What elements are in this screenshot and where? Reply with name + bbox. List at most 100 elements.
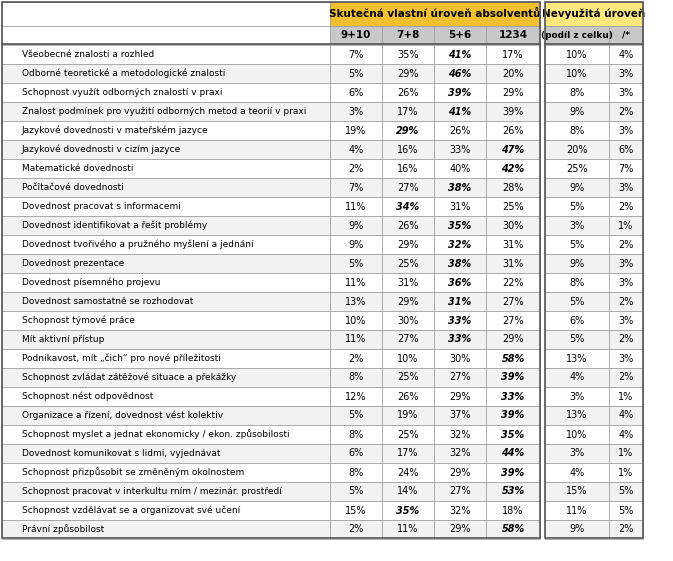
Bar (486, 330, 540, 349)
Text: 58%: 58% (501, 353, 525, 364)
Bar (2, 178, 330, 197)
Text: 26%: 26% (450, 126, 470, 136)
Text: 34%: 34% (396, 201, 420, 211)
Text: 25%: 25% (397, 373, 419, 383)
Text: 26%: 26% (397, 88, 419, 98)
Bar (2, 235, 330, 254)
Text: Znalost podmínek pro využití odborných metod a teorií v praxi: Znalost podmínek pro využití odborných m… (22, 107, 306, 116)
Bar (2, 197, 330, 216)
Text: 27%: 27% (397, 182, 419, 192)
Text: 22%: 22% (502, 278, 524, 287)
Bar (382, 349, 434, 368)
Text: 31%: 31% (502, 259, 524, 269)
Bar (486, 83, 540, 102)
Bar (609, 311, 643, 330)
Bar (540, 83, 545, 102)
Bar (2, 83, 330, 102)
Bar (2, 330, 330, 349)
Text: /*: /* (622, 30, 630, 39)
Bar (540, 520, 545, 539)
Text: 25%: 25% (566, 163, 588, 173)
Text: 30%: 30% (397, 315, 419, 325)
Text: 15%: 15% (566, 486, 588, 496)
Bar (486, 311, 540, 330)
Text: 33%: 33% (501, 392, 525, 402)
Text: 6%: 6% (349, 448, 363, 458)
Bar (545, 102, 609, 121)
Bar (330, 83, 382, 102)
Bar (540, 482, 545, 501)
Bar (545, 64, 609, 83)
Bar (540, 140, 545, 159)
Bar (2, 482, 330, 501)
Text: Právní způsobilost: Právní způsobilost (22, 525, 104, 535)
Text: Matematické dovednosti: Matematické dovednosti (22, 164, 133, 173)
Text: 39%: 39% (501, 411, 525, 421)
Bar (486, 45, 540, 64)
Bar (486, 26, 540, 44)
Text: 29%: 29% (397, 297, 419, 306)
Bar (540, 26, 545, 44)
Text: 39%: 39% (502, 107, 524, 117)
Bar (434, 121, 486, 140)
Bar (330, 159, 382, 178)
Text: 5%: 5% (618, 486, 634, 496)
Bar (609, 463, 643, 482)
Text: 24%: 24% (397, 467, 419, 477)
Text: 31%: 31% (450, 201, 470, 211)
Bar (545, 406, 609, 425)
Bar (540, 2, 545, 26)
Bar (434, 330, 486, 349)
Text: 25%: 25% (502, 201, 524, 211)
Text: Všeobecné znalosti a rozhled: Všeobecné znalosti a rozhled (22, 50, 154, 59)
Text: 27%: 27% (449, 373, 471, 383)
Text: Dovednost pracovat s informacemi: Dovednost pracovat s informacemi (22, 202, 180, 211)
Text: Dovednost prezentace: Dovednost prezentace (22, 259, 124, 268)
Text: 27%: 27% (502, 297, 524, 306)
Bar (382, 406, 434, 425)
Bar (540, 178, 545, 197)
Bar (486, 292, 540, 311)
Text: 35%: 35% (448, 220, 472, 231)
Bar (382, 83, 434, 102)
Bar (609, 178, 643, 197)
Text: 8%: 8% (349, 467, 363, 477)
Text: 3%: 3% (569, 220, 585, 231)
Text: 29%: 29% (450, 392, 470, 402)
Text: 17%: 17% (502, 49, 524, 59)
Bar (382, 501, 434, 520)
Bar (540, 64, 545, 83)
Bar (609, 520, 643, 539)
Bar (330, 273, 382, 292)
Bar (609, 387, 643, 406)
Text: 4%: 4% (569, 373, 585, 383)
Bar (434, 273, 486, 292)
Bar (609, 425, 643, 444)
Text: 5%: 5% (569, 240, 585, 250)
Bar (382, 121, 434, 140)
Bar (330, 121, 382, 140)
Text: Schopnost přizpůsobit se změněným okolnostem: Schopnost přizpůsobit se změněným okolno… (22, 467, 244, 477)
Bar (609, 273, 643, 292)
Bar (434, 254, 486, 273)
Bar (382, 216, 434, 235)
Text: 4%: 4% (618, 411, 633, 421)
Text: 39%: 39% (448, 88, 472, 98)
Bar (382, 197, 434, 216)
Bar (330, 311, 382, 330)
Bar (609, 216, 643, 235)
Text: 13%: 13% (566, 411, 588, 421)
Bar (330, 368, 382, 387)
Text: 9%: 9% (349, 220, 363, 231)
Bar (382, 482, 434, 501)
Text: 16%: 16% (397, 163, 419, 173)
Bar (382, 444, 434, 463)
Bar (2, 292, 330, 311)
Text: 41%: 41% (448, 49, 472, 59)
Bar (486, 121, 540, 140)
Text: 40%: 40% (450, 163, 470, 173)
Bar (434, 26, 486, 44)
Bar (2, 425, 330, 444)
Text: 11%: 11% (397, 525, 419, 535)
Text: 3%: 3% (618, 259, 633, 269)
